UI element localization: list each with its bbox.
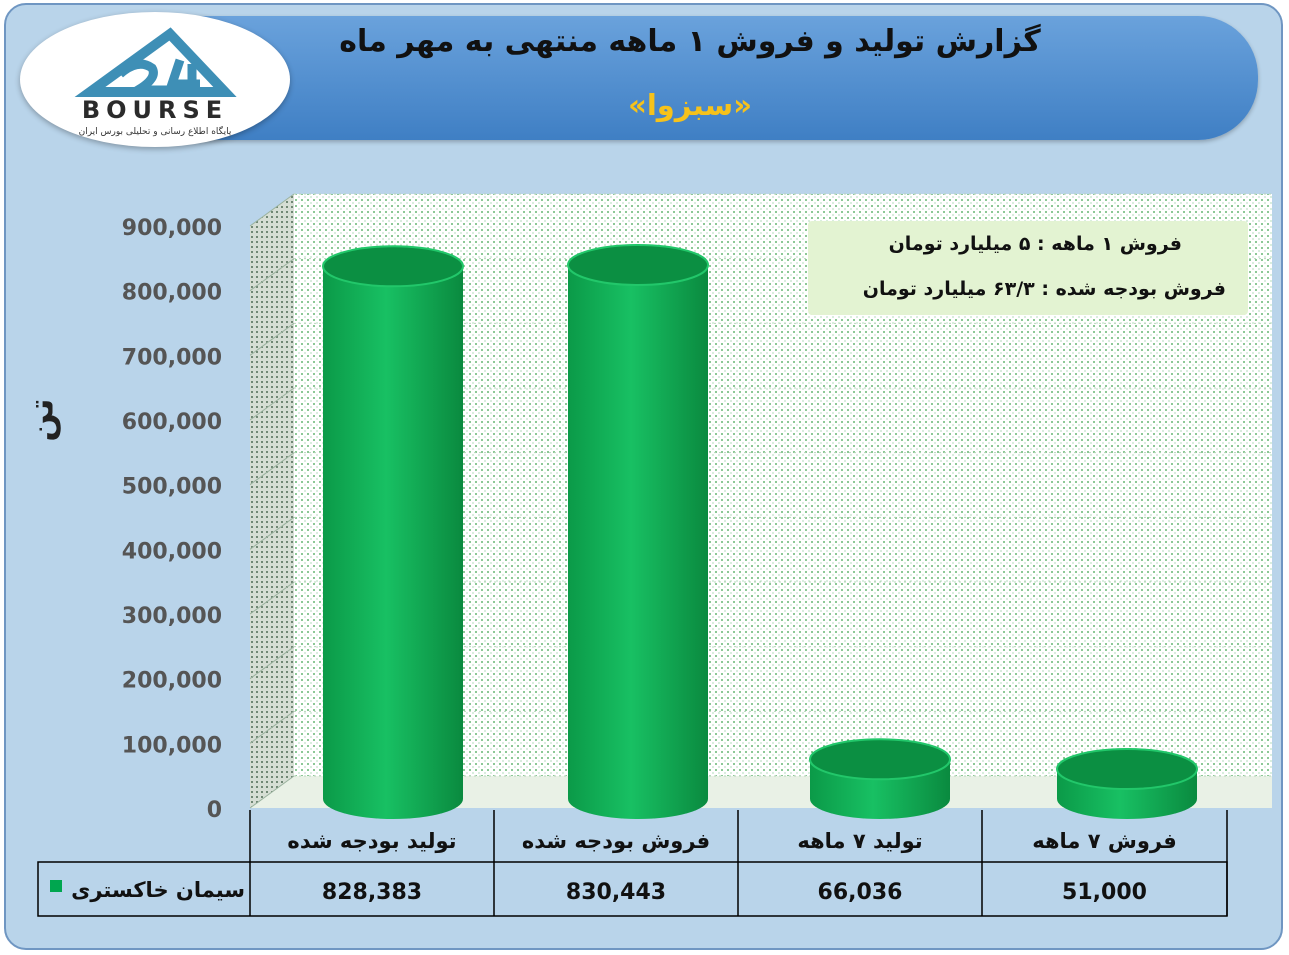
bar-top [567, 243, 709, 286]
y-tick-label: 500,000 [122, 475, 222, 500]
chart-subtitle: «سبزوا» [628, 88, 752, 122]
bourse24-logo: BOURSE پایگاه اطلاع رسانی و تحلیلی بورس … [20, 12, 290, 147]
gridline-side [249, 581, 295, 615]
bar-2 [567, 243, 709, 819]
sales-note-box: فروش ۱ ماهه : ۵ میلیارد تومان فروش بودجه… [808, 221, 1248, 315]
y-tick-label: 200,000 [122, 669, 222, 694]
bar-top [1056, 748, 1198, 791]
y-tick-label: 700,000 [122, 345, 222, 370]
y-tick-label: 800,000 [122, 281, 222, 306]
x-tick-label: فروش بودجه شده [522, 829, 710, 853]
bar-4 [1056, 748, 1198, 819]
header-banner [118, 16, 1258, 140]
y-tick-label: 600,000 [122, 410, 222, 435]
y-tick-label: 900,000 [122, 216, 222, 241]
x-tick-label: تولید بودجه شده [287, 829, 456, 853]
note-line-1: فروش ۱ ماهه : ۵ میلیارد تومان [888, 233, 1182, 255]
y-axis-label: تن [21, 398, 62, 442]
y-tick-label: 100,000 [122, 733, 222, 758]
logo-brand: BOURSE [82, 96, 228, 124]
gridline-side [249, 775, 295, 809]
logo-mark-icon: BOURSE پایگاه اطلاع رسانی و تحلیلی بورس … [74, 27, 237, 137]
bar-3 [809, 738, 951, 819]
data-label: 830,443 [566, 880, 666, 905]
note-line-2: فروش بودجه شده : ۶۳/۳ میلیارد تومان [862, 278, 1226, 300]
bar-body [568, 264, 708, 819]
bar-body [323, 266, 463, 819]
gridline-side [249, 387, 295, 421]
bar-top [809, 738, 951, 781]
gridline-side [249, 452, 295, 486]
table-value-row [37, 861, 1228, 917]
bar-top [322, 245, 464, 288]
gridline-side [249, 710, 295, 744]
data-label: 51,000 [1062, 880, 1147, 905]
gridline-side [249, 322, 295, 356]
gridline-side [249, 258, 295, 292]
x-tick-label: تولید ۷ ماهه [797, 829, 922, 853]
y-tick-label: 300,000 [122, 604, 222, 629]
y-tick-label: 0 [207, 798, 222, 823]
bar-1 [322, 245, 464, 819]
gridline-side [249, 193, 295, 227]
plot-floor [250, 776, 1272, 808]
gridline-side [249, 646, 295, 680]
legend-swatch [50, 880, 62, 892]
chart-title: گزارش تولید و فروش ۱ ماهه منتهی به مهر م… [339, 24, 1041, 59]
gridline-side [249, 516, 295, 550]
logo-tagline: پایگاه اطلاع رسانی و تحلیلی بورس ایران [79, 125, 232, 137]
legend-label: سیمان خاکستری [71, 878, 245, 902]
data-label: 828,383 [322, 880, 422, 905]
data-label: 66,036 [818, 880, 903, 905]
x-tick-label: فروش ۷ ماهه [1032, 829, 1176, 853]
y-tick-label: 400,000 [122, 539, 222, 564]
